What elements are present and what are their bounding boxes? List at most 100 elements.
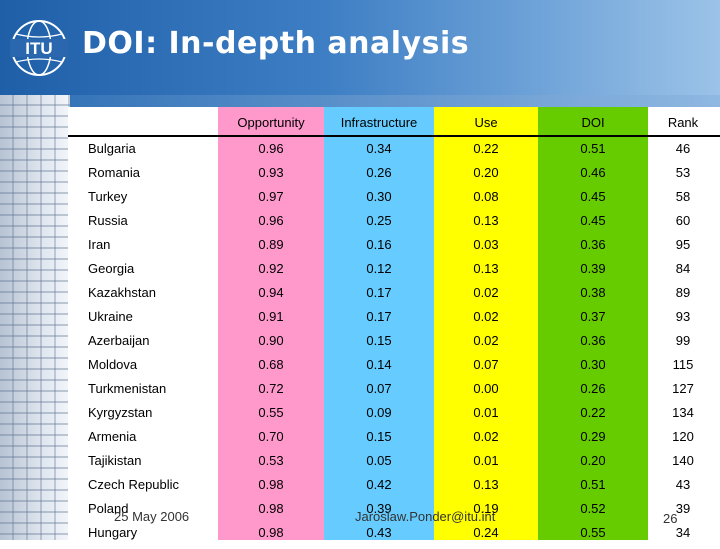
country-cell: Czech Republic: [88, 477, 180, 492]
header-rank: Rank: [667, 115, 699, 130]
table-row: Poland 0.98 0.39 0.19 0.52 39: [68, 501, 720, 525]
table-row: Czech Republic 0.98 0.42 0.13 0.51 43: [68, 477, 720, 501]
infrastructure-cell: 0.15: [366, 333, 392, 348]
country-cell: Kyrgyzstan: [88, 405, 153, 420]
header-rule: [68, 135, 720, 137]
table-row: Moldova 0.68 0.14 0.07 0.30 115: [68, 357, 720, 381]
rank-cell: 53: [675, 165, 691, 180]
infrastructure-cell: 0.43: [366, 525, 392, 540]
country-cell: Romania: [88, 165, 141, 180]
infrastructure-cell: 0.14: [366, 357, 392, 372]
doi-cell: 0.52: [580, 501, 606, 516]
rank-cell: 60: [675, 213, 691, 228]
country-cell: Turkey: [88, 189, 128, 204]
table-row: Romania 0.93 0.26 0.20 0.46 53: [68, 165, 720, 189]
doi-cell: 0.51: [580, 477, 606, 492]
doi-column-bg: [538, 107, 648, 540]
table-row: Russia 0.96 0.25 0.13 0.45 60: [68, 213, 720, 237]
infrastructure-cell: 0.30: [366, 189, 392, 204]
logo-text: ITU: [25, 39, 52, 58]
rank-cell: 127: [672, 381, 694, 396]
rank-cell: 134: [672, 405, 694, 420]
opportunity-cell: 0.97: [258, 189, 284, 204]
opportunity-cell: 0.55: [258, 405, 284, 420]
table-row: Armenia 0.70 0.15 0.02 0.29 120: [68, 429, 720, 453]
rank-cell: 89: [675, 285, 691, 300]
table-row: Ukraine 0.91 0.17 0.02 0.37 93: [68, 309, 720, 333]
opportunity-cell: 0.72: [258, 381, 284, 396]
doi-cell: 0.45: [580, 189, 606, 204]
header-use: Use: [474, 115, 498, 130]
doi-cell: 0.29: [580, 429, 606, 444]
opportunity-cell: 0.53: [258, 453, 284, 468]
table-row: Kazakhstan 0.94 0.17 0.02 0.38 89: [68, 285, 720, 309]
rank-cell: 115: [672, 357, 694, 372]
opportunity-cell: 0.89: [258, 237, 284, 252]
rank-cell: 99: [675, 333, 691, 348]
header-stripe: [0, 95, 720, 107]
use-cell: 0.22: [473, 141, 499, 156]
doi-table: Opportunity Infrastructure Use DOI Rank …: [68, 107, 720, 540]
table-row: Iran 0.89 0.16 0.03 0.36 95: [68, 237, 720, 261]
table-row: Bulgaria 0.96 0.34 0.22 0.51 46: [68, 141, 720, 165]
doi-cell: 0.51: [580, 141, 606, 156]
doi-cell: 0.38: [580, 285, 606, 300]
country-cell: Russia: [88, 213, 128, 228]
opportunity-cell: 0.91: [258, 309, 284, 324]
use-cell: 0.01: [473, 405, 499, 420]
doi-cell: 0.36: [580, 333, 606, 348]
country-cell: Moldova: [88, 357, 138, 372]
infrastructure-cell: 0.17: [366, 285, 392, 300]
infrastructure-cell: 0.05: [366, 453, 392, 468]
doi-cell: 0.55: [580, 525, 606, 540]
opportunity-cell: 0.98: [258, 525, 284, 540]
use-cell: 0.08: [473, 189, 499, 204]
table-row: Turkmenistan 0.72 0.07 0.00 0.26 127: [68, 381, 720, 405]
doi-cell: 0.46: [580, 165, 606, 180]
page-number: 26: [663, 511, 678, 526]
doi-cell: 0.26: [580, 381, 606, 396]
use-cell: 0.19: [473, 501, 499, 516]
doi-cell: 0.45: [580, 213, 606, 228]
infrastructure-cell: 0.07: [366, 381, 392, 396]
table-row: Tajikistan 0.53 0.05 0.01 0.20 140: [68, 453, 720, 477]
use-cell: 0.13: [473, 213, 499, 228]
opportunity-cell: 0.98: [258, 501, 284, 516]
use-column-bg: [434, 107, 538, 540]
rank-cell: 93: [675, 309, 691, 324]
country-cell: Azerbaijan: [88, 333, 150, 348]
rank-cell: 95: [675, 237, 691, 252]
table-row: Georgia 0.92 0.12 0.13 0.39 84: [68, 261, 720, 285]
doi-cell: 0.20: [580, 453, 606, 468]
opportunity-cell: 0.94: [258, 285, 284, 300]
country-cell: Kazakhstan: [88, 285, 156, 300]
use-cell: 0.13: [473, 477, 499, 492]
doi-cell: 0.37: [580, 309, 606, 324]
infrastructure-cell: 0.12: [366, 261, 392, 276]
opportunity-cell: 0.68: [258, 357, 284, 372]
doi-cell: 0.39: [580, 261, 606, 276]
doi-cell: 0.30: [580, 357, 606, 372]
header-infrastructure: Infrastructure: [340, 115, 418, 130]
header-opportunity: Opportunity: [237, 115, 305, 130]
country-cell: Iran: [88, 237, 111, 252]
opportunity-cell: 0.98: [258, 477, 284, 492]
rank-cell: 46: [675, 141, 691, 156]
doi-cell: 0.36: [580, 237, 606, 252]
table-row: Turkey 0.97 0.30 0.08 0.45 58: [68, 189, 720, 213]
table-row: Kyrgyzstan 0.55 0.09 0.01 0.22 134: [68, 405, 720, 429]
rank-cell: 34: [675, 525, 691, 540]
infrastructure-cell: 0.39: [366, 501, 392, 516]
opportunity-cell: 0.96: [258, 213, 284, 228]
opportunity-cell: 0.90: [258, 333, 284, 348]
infrastructure-cell: 0.09: [366, 405, 392, 420]
country-cell: Turkmenistan: [88, 381, 167, 396]
rank-cell: 140: [672, 453, 694, 468]
country-cell: Ukraine: [88, 309, 133, 324]
country-cell: Bulgaria: [88, 141, 136, 156]
rank-cell: 58: [675, 189, 691, 204]
country-cell: Tajikistan: [88, 453, 142, 468]
use-cell: 0.07: [473, 357, 499, 372]
table-row: Hungary 0.98 0.43 0.24 0.55 34: [68, 525, 720, 549]
country-cell: Georgia: [88, 261, 135, 276]
